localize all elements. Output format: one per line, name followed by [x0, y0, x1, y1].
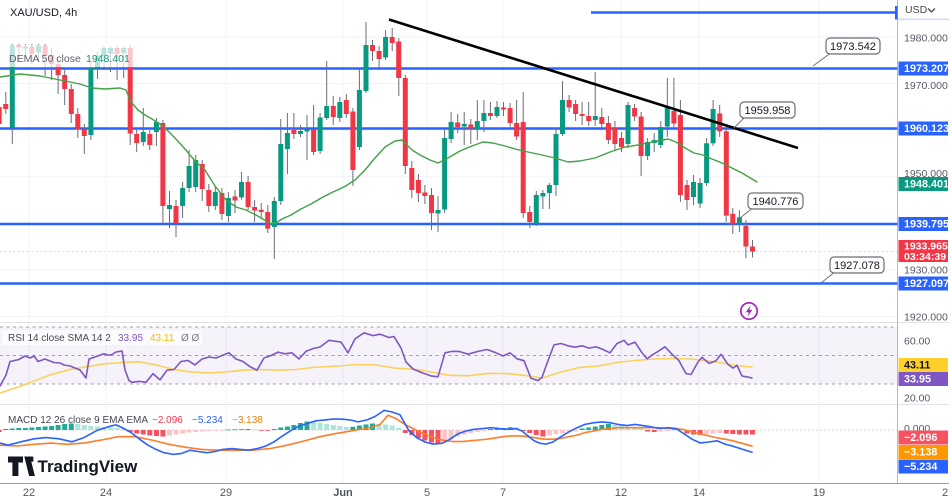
- svg-text:−3.138: −3.138: [232, 415, 263, 426]
- svg-text:MACD 12 26 close 9 EMA EMA: MACD 12 26 close 9 EMA EMA: [8, 415, 148, 426]
- svg-text:1933.965: 1933.965: [904, 241, 948, 253]
- svg-text:USD: USD: [905, 4, 928, 16]
- svg-text:03:34:39: 03:34:39: [904, 251, 946, 263]
- svg-text:1920.000: 1920.000: [904, 312, 948, 324]
- svg-text:TradingView: TradingView: [38, 457, 139, 476]
- svg-text:DEMA 50 close: DEMA 50 close: [9, 53, 81, 65]
- svg-text:1927.097: 1927.097: [904, 278, 949, 290]
- svg-text:22: 22: [23, 487, 35, 499]
- svg-text:−3.138: −3.138: [904, 447, 937, 459]
- svg-text:29: 29: [220, 487, 232, 499]
- svg-text:1960.123: 1960.123: [904, 123, 949, 135]
- svg-text:7: 7: [500, 487, 506, 499]
- svg-text:−2.096: −2.096: [152, 415, 183, 426]
- svg-text:1948.401: 1948.401: [86, 53, 130, 65]
- svg-text:1973.207: 1973.207: [904, 63, 949, 75]
- svg-text:19: 19: [813, 487, 825, 499]
- svg-text:Ø Ø: Ø Ø: [181, 333, 200, 344]
- svg-text:1959.958: 1959.958: [745, 105, 791, 117]
- svg-text:24: 24: [100, 487, 112, 499]
- svg-text:1973.542: 1973.542: [830, 41, 876, 53]
- svg-text:1927.078: 1927.078: [834, 260, 880, 272]
- svg-text:5: 5: [424, 487, 430, 499]
- svg-text:−2.096: −2.096: [904, 432, 937, 444]
- svg-text:Jun: Jun: [333, 487, 353, 499]
- svg-text:1948.401: 1948.401: [904, 179, 949, 191]
- svg-text:−5.234: −5.234: [192, 415, 223, 426]
- svg-text:33.95: 33.95: [904, 374, 931, 386]
- svg-text:−5.234: −5.234: [904, 461, 937, 473]
- svg-text:1930.000: 1930.000: [904, 265, 948, 277]
- svg-text:14: 14: [693, 487, 705, 499]
- svg-text:43.11: 43.11: [150, 333, 175, 344]
- svg-text:1980.000: 1980.000: [904, 33, 948, 45]
- svg-text:2: 2: [942, 487, 948, 499]
- svg-text:43.11: 43.11: [904, 360, 930, 372]
- svg-text:RSI 14 close SMA 14 2: RSI 14 close SMA 14 2: [8, 333, 111, 344]
- svg-text:60.00: 60.00: [904, 336, 930, 348]
- svg-text:20.00: 20.00: [904, 393, 930, 405]
- svg-text:1939.795: 1939.795: [904, 219, 949, 231]
- svg-text:XAU/USD, 4h: XAU/USD, 4h: [10, 7, 77, 19]
- svg-text:12: 12: [615, 487, 627, 499]
- svg-text:33.95: 33.95: [118, 333, 143, 344]
- svg-text:1970.000: 1970.000: [904, 80, 948, 92]
- svg-text:1940.776: 1940.776: [753, 196, 799, 208]
